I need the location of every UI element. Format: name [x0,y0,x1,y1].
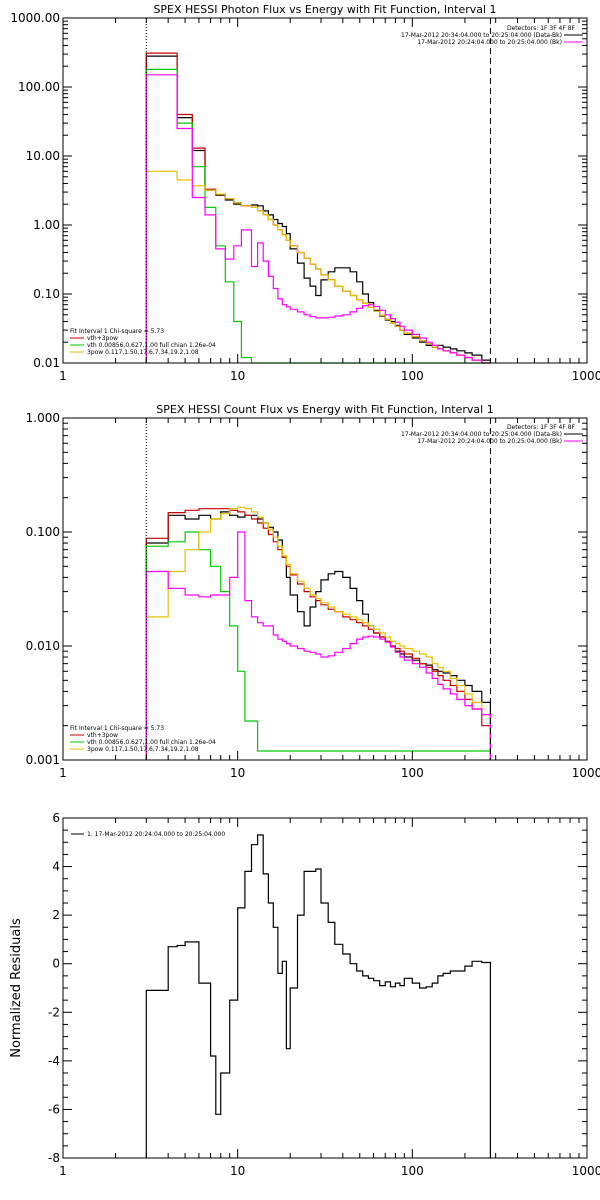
residuals-plot-frame [62,817,588,1159]
photon-flux-legend-bk: 17-Mar-2012 20:24:04.000 to 20:25:04.000… [417,39,562,46]
photon-flux-series-group [145,52,491,364]
photon-flux-plot-frame [62,17,588,364]
photon-flux-xtick-label-0: 1 [59,369,67,383]
count-flux-fit-header: Fit Interval 1 Chi-square = 5.73 [70,725,164,732]
count-flux-legend-detectors: Detectors: 1F 3F 4F 8F [507,424,576,431]
residuals-legend: 1. 17-Mar-2012 20:24:04.000 to 20:25:04.… [71,831,225,838]
photon-flux-ytick-label-0: 0.01 [33,356,60,370]
photon-flux-series-3 [145,170,491,364]
photon-flux-fit-header: Fit Interval 1 Chi-square = 5.73 [70,328,164,335]
count-flux-series-group [145,506,491,760]
residuals-ytick-label-6: 4 [52,860,60,874]
residuals-ticks: 1 10 100 1000 -8 -6 -4 -2 0 2 4 6 [48,811,600,1178]
residuals-series-0 [145,834,491,1158]
count-flux-series-1 [145,508,491,760]
residuals-ytick-label-2: -4 [48,1054,60,1068]
residuals-ytick-label-4: 0 [52,957,60,971]
count-flux-panel: SPEX HESSI Count Flux vs Energy with Fit… [26,403,600,780]
photon-flux-title: SPEX HESSI Photon Flux vs Energy with Fi… [153,3,496,16]
residuals-ytick-label-7: 6 [52,811,60,825]
photon-flux-xtick-label-1: 10 [230,369,245,383]
photon-flux-series-0 [145,55,491,363]
photon-flux-series-2 [145,68,491,364]
count-flux-xtick-label-3: 1000 [572,766,600,780]
count-flux-plot-frame [62,417,588,761]
photon-flux-legend-detectors: Detectors: 1F 3F 4F 8F [507,25,576,32]
photon-flux-xtick-label-3: 1000 [572,369,600,383]
photon-flux-series-1 [145,52,491,364]
photon-flux-legend-data-bk: 17-Mar-2012 20:34:04.000 to 20:25:04.000… [401,32,562,39]
photon-flux-ytick-label-4: 100.00 [18,80,60,94]
photon-flux-ytick-label-2: 1.00 [33,218,60,232]
count-flux-xtick-label-1: 10 [230,766,245,780]
count-flux-ytick-label-3: 1.000 [26,411,60,425]
photon-flux-ticks: 1 10 100 1000 0.01 0.10 1.00 10.00 100.00 1000.00 [10,11,600,383]
count-flux-fit-label-1: vth+3pow [87,732,118,739]
count-flux-series-4 [145,531,491,760]
count-flux-ytick-label-2: 0.100 [26,525,60,539]
count-flux-series-3 [145,506,491,760]
residuals-panel: 1 10 100 1000 -8 -6 -4 -2 0 2 4 6 Normalized Residu… [9,811,600,1178]
count-flux-ytick-label-0: 0.001 [26,753,60,767]
photon-flux-fit-label-2: vth 0.00856,0.627,1.00 full chian 1.26e-… [87,342,216,349]
count-flux-fit-label-3: 3pow 0.117,1.50,17.6,7.34,19.2,1.08 [87,746,199,753]
photon-flux-fit-label-1: vth+3pow [87,335,118,342]
count-flux-legend-bk: 17-Mar-2012 20:24:04.000 to 20:25:04.000… [417,438,562,445]
residuals-ytick-label-5: 2 [52,908,60,922]
count-flux-xtick-label-0: 1 [59,766,67,780]
photon-flux-xtick-label-2: 100 [401,369,424,383]
count-flux-ticks: 1 10 100 1000 0.001 0.010 0.100 1.000 [26,411,600,780]
count-flux-series-2 [145,531,491,760]
count-flux-fit-label-2: vth 0.00856,0.627,1.00 full chian 1.26e-… [87,739,216,746]
photon-flux-series-4 [145,74,491,364]
residuals-xtick-label-2: 100 [401,1164,424,1178]
count-flux-fit-legend: Fit Interval 1 Chi-square = 5.73 vth+3po… [70,725,216,753]
count-flux-xtick-label-2: 100 [401,766,424,780]
count-flux-ytick-label-1: 0.010 [26,639,60,653]
photon-flux-ytick-label-5: 1000.00 [10,11,60,25]
count-flux-series-0 [145,511,491,760]
photon-flux-marker-lines [145,18,491,363]
residuals-xtick-label-1: 10 [230,1164,245,1178]
photon-flux-top-legend: Detectors: 1F 3F 4F 8F 17-Mar-2012 20:34… [401,25,583,46]
count-flux-title: SPEX HESSI Count Flux vs Energy with Fit… [156,403,493,416]
residuals-xtick-label-3: 1000 [572,1164,600,1178]
photon-flux-ytick-label-1: 0.10 [33,287,60,301]
residuals-ytick-label-1: -6 [48,1102,60,1116]
residuals-ytick-label-3: -2 [48,1005,60,1019]
photon-flux-panel: SPEX HESSI Photon Flux vs Energy with Fi… [10,3,600,383]
photon-flux-ytick-label-3: 10.00 [26,149,60,163]
residuals-xtick-label-0: 1 [59,1164,67,1178]
count-flux-marker-lines [145,418,491,760]
photon-flux-fit-label-3: 3pow 0.117,1.50,17.6,7.34,19.2,1.08 [87,349,199,356]
residuals-series-group [145,834,491,1158]
residuals-ylabel: Normalized Residuals [9,918,24,1058]
count-flux-top-legend: Detectors: 1F 3F 4F 8F 17-Mar-2012 20:34… [401,424,583,445]
residuals-ytick-label-0: -8 [48,1151,60,1165]
residuals-legend-label: 1. 17-Mar-2012 20:24:04.000 to 20:25:04.… [87,831,225,838]
count-flux-legend-data-bk: 17-Mar-2012 20:34:04.000 to 20:25:04.000… [401,431,562,438]
photon-flux-fit-legend: Fit Interval 1 Chi-square = 5.73 vth+3po… [70,328,216,356]
